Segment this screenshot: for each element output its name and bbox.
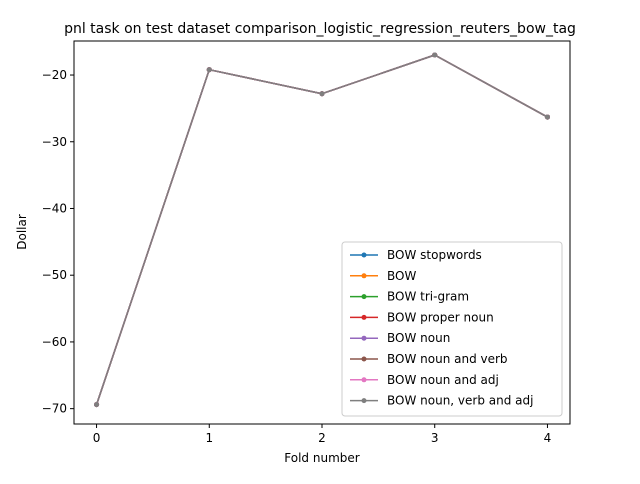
x-tick-label: 1 (205, 431, 213, 445)
plot-series (94, 52, 550, 408)
legend-marker (361, 356, 367, 362)
legend-label: BOW noun (387, 331, 450, 345)
legend-marker (361, 314, 367, 320)
y-tick-label: −70 (42, 402, 67, 416)
x-tick-label: 0 (93, 431, 101, 445)
y-tick-label: −50 (42, 268, 67, 282)
y-tick-label: −60 (42, 335, 67, 349)
data-point (94, 402, 100, 408)
legend-label: BOW proper noun (387, 310, 494, 324)
legend-marker (361, 252, 367, 258)
legend: BOW stopwords BOW BOW tri-gram BOW proper n… (341, 241, 563, 417)
legend-item: BOW stopwords (350, 248, 482, 262)
legend-item: BOW noun and verb (350, 352, 508, 366)
legend-marker (361, 398, 367, 404)
legend-item: BOW noun, verb and adj (350, 394, 533, 408)
legend-marker (361, 273, 367, 279)
y-tick-label: −40 (42, 201, 67, 215)
data-point (206, 67, 212, 73)
legend-item: BOW (350, 269, 416, 283)
legend-label: BOW noun, verb and adj (387, 394, 533, 408)
x-tick-label: 2 (318, 431, 326, 445)
chart-title: pnl task on test dataset comparison_logi… (64, 21, 576, 37)
legend-marker (361, 294, 367, 300)
legend-item: BOW noun (350, 331, 450, 345)
y-axis-ticks: −20 −30 −40 −50 −60 −70 (42, 68, 74, 416)
data-point (432, 52, 438, 58)
legend-label: BOW (387, 269, 416, 283)
x-tick-label: 3 (431, 431, 439, 445)
x-axis-ticks: 0 1 2 3 4 (93, 424, 552, 445)
x-tick-label: 4 (544, 431, 552, 445)
legend-label: BOW stopwords (387, 248, 482, 262)
x-axis-label: Fold number (284, 451, 359, 465)
data-point (319, 91, 325, 97)
y-tick-label: −30 (42, 135, 67, 149)
legend-marker (361, 377, 367, 383)
legend-marker (361, 335, 367, 341)
legend-label: BOW tri-gram (387, 290, 469, 304)
y-axis-label: Dollar (15, 214, 29, 250)
legend-label: BOW noun and verb (387, 352, 508, 366)
data-point (544, 114, 550, 120)
legend-item: BOW tri-gram (350, 290, 469, 304)
legend-label: BOW noun and adj (387, 373, 499, 387)
legend-item: BOW noun and adj (350, 373, 499, 387)
legend-item: BOW proper noun (350, 310, 494, 324)
legend-box (341, 241, 563, 417)
y-tick-label: −20 (42, 68, 67, 82)
series-8 (94, 52, 550, 408)
